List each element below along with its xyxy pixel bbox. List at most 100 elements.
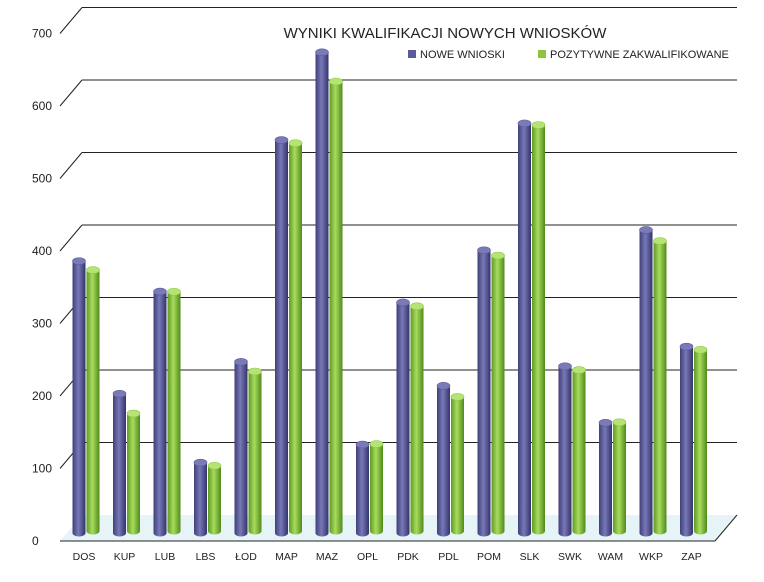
- bar-body: [315, 52, 329, 533]
- bar-pozytywne-SLK: [531, 121, 546, 535]
- bar-top: [572, 366, 586, 374]
- bar-top: [207, 461, 222, 470]
- gridline-diagonal: [59, 224, 83, 252]
- bar-body: [639, 229, 653, 533]
- bar-body: [370, 444, 383, 531]
- x-tick-POM: POM: [477, 551, 501, 563]
- bar-bottom: [194, 529, 207, 537]
- bar-bottom: [694, 527, 707, 535]
- bar-body: [234, 361, 248, 533]
- bar-top: [436, 382, 451, 390]
- bar-body: [558, 366, 572, 533]
- bar-bottom: [451, 527, 464, 535]
- x-tick-WAM: WAM: [598, 551, 623, 563]
- bar-top: [450, 393, 465, 401]
- bar-top: [234, 358, 248, 366]
- y-tick-label: 0: [32, 534, 39, 548]
- bar-body: [396, 302, 410, 533]
- bar-pozytywne-WAM: [612, 418, 627, 535]
- x-tick-MAZ: MAZ: [316, 551, 339, 563]
- bar-nowe-PDL: [436, 382, 451, 537]
- bar-pozytywne-ZAP: [693, 345, 708, 535]
- bar-nowe-KUP: [112, 389, 127, 537]
- bar-body: [532, 125, 545, 531]
- bar-body: [86, 270, 100, 531]
- bar-body: [167, 291, 181, 531]
- y-tick-label: 200: [32, 389, 52, 403]
- bar-body: [451, 396, 464, 531]
- bar-top: [639, 226, 653, 234]
- bar-body: [127, 413, 140, 531]
- bar-pozytywne-WKP: [653, 237, 667, 535]
- bar-bottom: [167, 527, 181, 535]
- bar-body: [410, 306, 424, 531]
- bar-nowe-WKP: [639, 226, 653, 537]
- bar-top: [558, 362, 572, 371]
- bar-top: [396, 298, 410, 307]
- y-tick-label: 100: [32, 462, 52, 476]
- bar-bottom: [396, 529, 410, 537]
- x-tick-WKP: WKP: [639, 551, 663, 563]
- bar-top: [598, 418, 613, 427]
- bar-body: [437, 385, 450, 533]
- bar-bottom: [315, 529, 329, 537]
- bar-body: [491, 255, 505, 531]
- bar-top: [531, 121, 546, 129]
- gridline-diagonal: [59, 79, 83, 107]
- x-tick-PDL: PDL: [438, 551, 459, 563]
- gridline-diagonal: [59, 152, 83, 179]
- bar-body: [653, 241, 667, 531]
- bar-top: [477, 246, 491, 255]
- bar-nowe-OPL: [355, 440, 370, 537]
- bar-body: [208, 465, 221, 531]
- bar-body: [572, 370, 586, 531]
- bar-top: [410, 302, 424, 311]
- bars: [72, 48, 708, 537]
- bar-top: [693, 345, 708, 354]
- bar-pozytywne-LBS: [207, 461, 222, 535]
- bar-body: [477, 250, 491, 533]
- x-tick-ŁOD: ŁOD: [235, 551, 257, 563]
- x-tick-SLK: SLK: [520, 551, 540, 563]
- y-axis-ticks: 0 100 200 300 400 500 600 700: [32, 27, 52, 549]
- bar-bottom: [613, 527, 626, 535]
- legend: NOWE WNIOSKI POZYTYWNE ZAKWALIFIKOWANE: [408, 49, 729, 61]
- x-tick-LBS: LBS: [196, 551, 216, 563]
- bar-body: [613, 422, 626, 531]
- gridline-diagonal: [59, 7, 83, 34]
- bar-pozytywne-SWK: [572, 366, 586, 535]
- bar-top: [355, 440, 370, 449]
- bar-nowe-MAZ: [315, 48, 329, 537]
- bar-pozytywne-ŁOD: [248, 367, 262, 535]
- bar-body: [153, 291, 167, 533]
- bar-nowe-MAP: [274, 136, 289, 537]
- bar-top: [653, 237, 667, 245]
- bar-pozytywne-MAP: [288, 139, 303, 535]
- bar-bottom: [113, 529, 126, 537]
- bar-bottom: [127, 527, 140, 535]
- bar-top: [112, 389, 127, 398]
- bar-pozytywne-PDK: [410, 302, 424, 535]
- legend-swatch-0: [408, 50, 416, 58]
- x-tick-KUP: KUP: [114, 551, 136, 563]
- bar-pozytywne-OPL: [369, 440, 384, 535]
- bar-pozytywne-PDL: [450, 393, 465, 535]
- bar-pozytywne-LUB: [167, 287, 181, 535]
- floor-right-edge: [714, 514, 738, 542]
- bar-nowe-ŁOD: [234, 358, 248, 537]
- bar-nowe-DOS: [72, 257, 86, 537]
- bar-nowe-ZAP: [679, 342, 694, 537]
- bar-top: [248, 367, 262, 376]
- bar-bottom: [208, 527, 221, 535]
- bar-bottom: [289, 527, 302, 535]
- bar-pozytywne-KUP: [126, 409, 141, 535]
- legend-label-0: NOWE WNIOSKI: [420, 49, 505, 61]
- bar-nowe-POM: [477, 246, 491, 537]
- bar-bottom: [477, 529, 491, 537]
- y-tick-label: 400: [32, 244, 52, 258]
- bar-top: [193, 458, 208, 467]
- x-tick-MAP: MAP: [275, 551, 298, 563]
- bar-body: [113, 393, 126, 533]
- bar-top: [86, 266, 100, 274]
